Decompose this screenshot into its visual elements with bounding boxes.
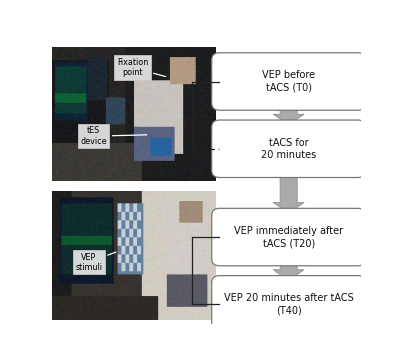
Polygon shape (273, 106, 304, 125)
Text: VEP before
tACS (T0): VEP before tACS (T0) (262, 70, 315, 93)
Text: VEP
stimuli: VEP stimuli (75, 252, 116, 272)
FancyBboxPatch shape (212, 276, 366, 333)
Text: Fixation
point: Fixation point (117, 58, 166, 77)
Text: tACS for
20 minutes: tACS for 20 minutes (261, 138, 316, 160)
FancyBboxPatch shape (212, 208, 366, 266)
Text: tES
device: tES device (80, 126, 147, 146)
Text: VEP 20 minutes after tACS
(T40): VEP 20 minutes after tACS (T40) (224, 293, 354, 316)
Text: VEP immediately after
tACS (T20): VEP immediately after tACS (T20) (234, 226, 343, 248)
FancyBboxPatch shape (212, 120, 366, 178)
Polygon shape (273, 173, 304, 213)
Polygon shape (273, 261, 304, 280)
FancyBboxPatch shape (212, 53, 366, 110)
